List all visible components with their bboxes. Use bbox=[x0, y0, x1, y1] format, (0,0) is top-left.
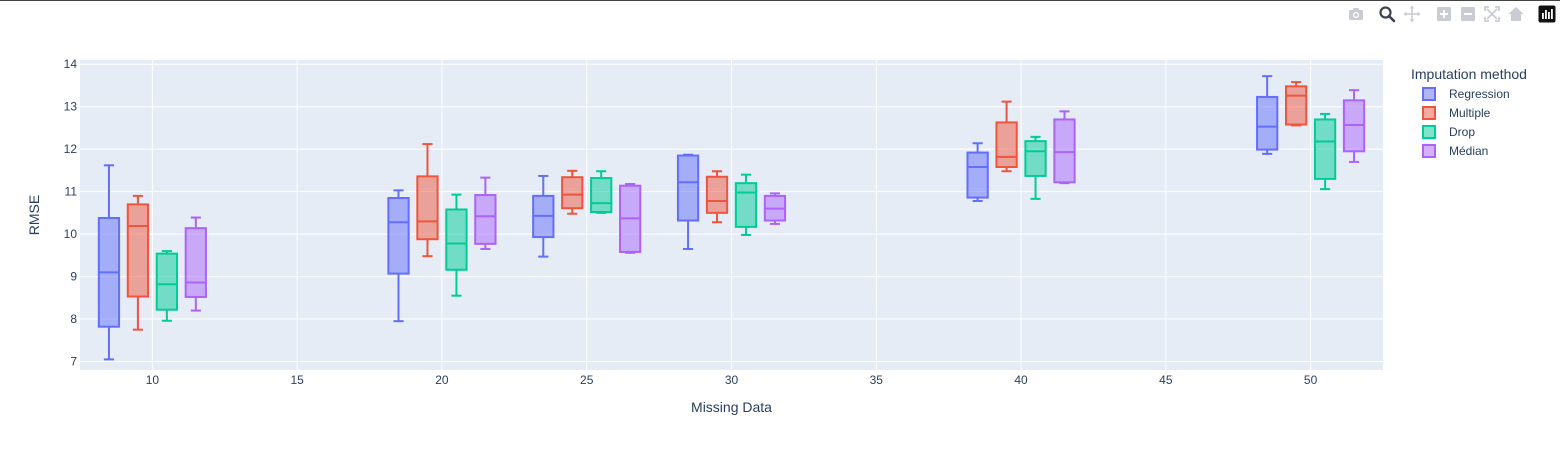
box[interactable] bbox=[734, 173, 758, 236]
iqr-box bbox=[387, 197, 410, 275]
box[interactable] bbox=[97, 164, 121, 361]
legend-label: Drop bbox=[1449, 125, 1475, 139]
iqr-box bbox=[995, 121, 1018, 169]
top-border bbox=[0, 0, 1560, 1]
iqr-box bbox=[1256, 95, 1279, 151]
box[interactable] bbox=[445, 193, 468, 297]
iqr-box bbox=[1053, 118, 1076, 184]
x-tick-label: 40 bbox=[1014, 373, 1028, 387]
box[interactable] bbox=[619, 183, 642, 254]
iqr-box bbox=[155, 252, 179, 311]
series-multiple bbox=[126, 81, 1308, 331]
box[interactable] bbox=[995, 100, 1018, 173]
box[interactable] bbox=[705, 170, 729, 224]
autoscale-icon[interactable] bbox=[1483, 5, 1501, 23]
box[interactable] bbox=[763, 192, 787, 225]
series-drop bbox=[155, 112, 1337, 322]
pan-icon[interactable] bbox=[1403, 5, 1421, 23]
x-tick-label: 30 bbox=[725, 373, 739, 387]
box[interactable] bbox=[416, 143, 439, 258]
iqr-box bbox=[1284, 85, 1308, 126]
iqr-box bbox=[590, 177, 613, 214]
box[interactable] bbox=[387, 189, 410, 323]
modebar bbox=[1345, 5, 1560, 23]
legend: Imputation method Regression Multiple Drop… bbox=[1411, 66, 1527, 158]
y-tick-label: 10 bbox=[64, 227, 78, 241]
box[interactable] bbox=[676, 153, 700, 250]
iqr-box bbox=[416, 175, 439, 241]
iqr-box bbox=[1313, 118, 1337, 180]
legend-title: Imputation method bbox=[1411, 66, 1527, 82]
box[interactable] bbox=[1024, 135, 1047, 200]
box[interactable] bbox=[532, 174, 555, 258]
legend-label: Médian bbox=[1449, 144, 1488, 158]
box[interactable] bbox=[155, 250, 179, 322]
legend-item[interactable]: Médian bbox=[1422, 144, 1488, 158]
iqr-box bbox=[734, 182, 758, 228]
series-m-dian bbox=[184, 89, 1366, 312]
x-tick-label: 10 bbox=[146, 373, 160, 387]
legend-swatch bbox=[1422, 144, 1436, 158]
y-tick-label: 7 bbox=[70, 355, 77, 369]
box[interactable] bbox=[1313, 112, 1337, 191]
legend-item[interactable]: Multiple bbox=[1422, 106, 1491, 120]
iqr-box bbox=[184, 227, 207, 298]
box[interactable] bbox=[1256, 75, 1279, 155]
tick-layer: 7 8 9 10 11 12 13 14 10 15 20 25 30 35 40 45 50 bbox=[64, 57, 1318, 387]
zoom-out-icon[interactable] bbox=[1459, 5, 1477, 23]
box[interactable] bbox=[590, 170, 613, 214]
y-tick-label: 11 bbox=[65, 185, 78, 199]
iqr-box bbox=[126, 203, 150, 298]
box[interactable] bbox=[1342, 89, 1366, 163]
iqr-box bbox=[561, 176, 584, 210]
iqr-box bbox=[705, 175, 729, 214]
legend-item[interactable]: Drop bbox=[1422, 125, 1475, 139]
zoom-icon[interactable] bbox=[1378, 5, 1396, 23]
legend-label: Multiple bbox=[1449, 106, 1491, 120]
y-axis-title: RMSE bbox=[26, 195, 42, 235]
grid-layer bbox=[80, 60, 1383, 370]
iqr-box bbox=[445, 208, 468, 271]
x-axis-title: Missing Data bbox=[691, 399, 772, 415]
iqr-box bbox=[474, 194, 497, 245]
legend-swatch bbox=[1422, 125, 1436, 139]
iqr-box bbox=[676, 154, 700, 222]
box[interactable] bbox=[126, 194, 150, 331]
iqr-box bbox=[966, 151, 989, 199]
box[interactable] bbox=[474, 176, 497, 250]
zoom-in-icon[interactable] bbox=[1435, 5, 1453, 23]
box[interactable] bbox=[561, 169, 584, 215]
y-tick-label: 12 bbox=[64, 142, 78, 156]
x-tick-label: 20 bbox=[435, 373, 449, 387]
x-tick-label: 25 bbox=[580, 373, 594, 387]
x-tick-label: 50 bbox=[1304, 373, 1318, 387]
y-tick-label: 14 bbox=[64, 57, 78, 71]
legend-label: Regression bbox=[1449, 87, 1510, 101]
y-tick-label: 9 bbox=[70, 270, 77, 284]
plotly-logo-icon[interactable] bbox=[1538, 5, 1556, 23]
box[interactable] bbox=[184, 216, 207, 312]
x-tick-label: 35 bbox=[870, 373, 884, 387]
box[interactable] bbox=[1284, 81, 1308, 127]
legend-item[interactable]: Regression bbox=[1422, 87, 1510, 101]
iqr-box bbox=[1024, 140, 1047, 177]
home-icon[interactable] bbox=[1507, 5, 1525, 23]
camera-icon[interactable] bbox=[1347, 5, 1365, 23]
x-tick-label: 45 bbox=[1159, 373, 1173, 387]
series-regression bbox=[97, 75, 1279, 361]
y-tick-label: 8 bbox=[70, 312, 77, 326]
legend-swatch bbox=[1422, 106, 1436, 120]
box[interactable] bbox=[1053, 110, 1076, 185]
box-layer bbox=[97, 75, 1366, 361]
x-tick-label: 15 bbox=[290, 373, 304, 387]
y-tick-label: 13 bbox=[64, 100, 78, 114]
legend-swatch bbox=[1422, 87, 1436, 101]
box[interactable] bbox=[966, 142, 989, 202]
